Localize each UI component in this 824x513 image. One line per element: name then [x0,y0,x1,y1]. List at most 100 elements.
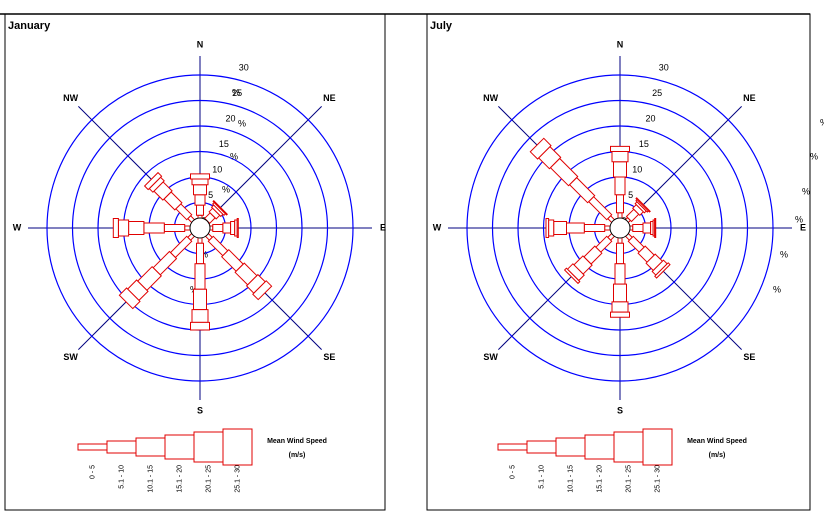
panel-frame [4,13,386,511]
ring-label: 30 [659,62,669,72]
wind-segment [587,195,613,221]
legend-swatch [526,440,557,454]
wind-segment [190,321,210,331]
legend-swatch [135,437,166,457]
legend-label: 0 - 5 [509,465,516,479]
wind-segment [143,171,163,191]
wind-segment [169,235,193,259]
wind-segment [194,263,206,290]
wind-segment [610,311,630,318]
ring-unit: % [222,184,230,194]
wind-segment [563,267,581,285]
legend-swatch [106,440,137,454]
legend-label: 15.1 - 20 [176,465,183,493]
wind-segment [611,151,629,163]
wind-segment [613,161,627,178]
wind-segment [128,221,145,235]
direction-label: SE [323,352,335,362]
wind-segment [611,301,629,313]
chart-title: January [8,20,51,32]
legend-swatch [77,443,108,451]
wind-segment [583,224,606,232]
ring-unit: % [810,151,818,161]
ring-unit: % [232,87,240,97]
direction-label: S [197,405,203,415]
wind-segment [190,173,210,180]
wind-segment [654,262,671,279]
wind-segment [642,222,652,234]
legend-label: 10.1 - 15 [147,465,154,493]
direction-label: NE [743,93,756,103]
ring-label: 20 [646,113,656,123]
ring-label: 10 [212,164,222,174]
direction-label: E [380,222,386,232]
legend-unit: (m/s) [709,452,726,459]
wind-segment [191,309,209,323]
wind-segment [654,218,657,238]
direction-label: N [617,39,624,49]
legend-label: 5.1 - 10 [118,465,125,489]
wind-segment [143,222,165,234]
wind-segment [610,145,630,152]
legend-swatch [584,434,615,460]
wind-segment [616,242,624,265]
legend-label: 15.1 - 20 [596,465,603,493]
legend-title: Mean Wind Speed [687,438,747,445]
legend-label: 20.1 - 25 [205,465,212,493]
ring [491,99,749,357]
ring-label: 15 [219,139,229,149]
wind-segment [212,224,224,232]
ring-label: 15 [639,139,649,149]
wind-segment [112,218,119,238]
direction-label: W [13,222,22,232]
legend-label: 0 - 5 [89,465,96,479]
wind-segment [222,222,232,234]
ring-label: 5 [208,190,213,200]
wind-segment [196,242,204,265]
legend-swatch [642,428,673,466]
legend-label: 25.1 - 30 [654,465,661,493]
ring-label: 20 [226,113,236,123]
direction-label: NW [483,93,498,103]
legend-label: 25.1 - 30 [234,465,241,493]
wind-segment [566,222,585,234]
wind-segment [616,194,624,214]
ring-unit: % [780,249,788,259]
wind-segment [207,235,229,257]
legend-swatch [193,431,224,463]
wind-segment [632,224,644,232]
direction-label: E [800,222,806,232]
legend-swatch [497,443,528,451]
wind-segment [193,288,207,311]
direction-label: W [433,222,442,232]
calm-circle [189,217,211,239]
wind-segment [117,219,130,237]
ring-label: 30 [239,62,249,72]
wind-segment [230,221,236,235]
ring-unit: % [200,249,208,259]
legend-swatch [613,431,644,463]
wind-segment [614,176,626,196]
ring-unit: % [773,284,781,294]
legend-label: 5.1 - 10 [538,465,545,489]
wind-segment [252,280,273,301]
wind-segment [118,287,141,310]
legend-swatch [555,437,586,457]
wind-segment [553,221,567,235]
panel-frame [426,13,811,511]
wind-segment [163,224,186,232]
wind-segment [614,263,626,285]
wind-segment [548,219,555,237]
legend-label: 20.1 - 25 [625,465,632,493]
direction-label: SW [483,352,498,362]
chart-title: July [430,20,453,32]
wind-segment [191,178,209,186]
direction-label: SE [743,352,755,362]
ring-unit: % [238,118,246,128]
legend-swatch [222,428,253,466]
ring [466,74,774,382]
ring-unit: % [795,214,803,224]
direction-label: S [617,405,623,415]
wind-segment [212,199,229,216]
